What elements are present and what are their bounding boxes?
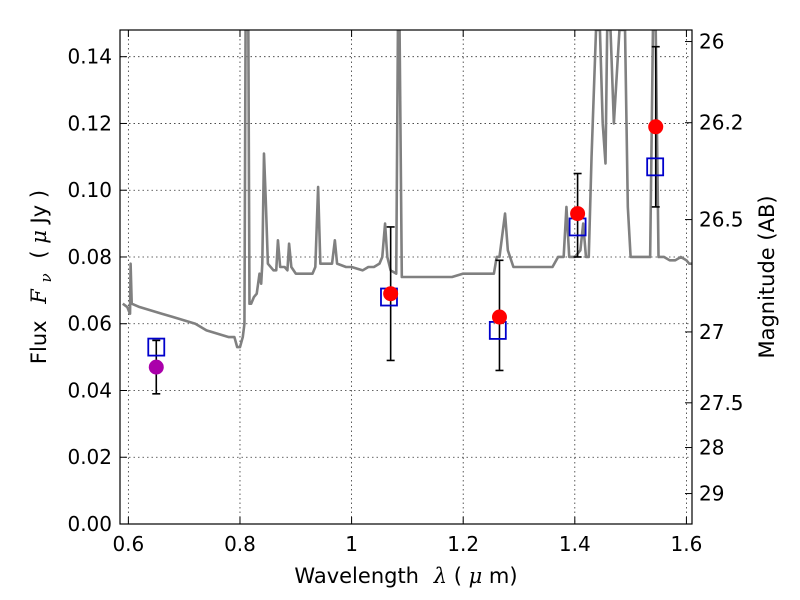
y-axis-title-unit-mu: μ bbox=[27, 230, 51, 244]
x-tick-label: 1.6 bbox=[671, 532, 703, 556]
x-tick-label: 1 bbox=[345, 532, 358, 556]
optical-point bbox=[148, 359, 164, 375]
y2-tick-label: 26.5 bbox=[699, 208, 744, 232]
observed-points-layer bbox=[148, 119, 664, 375]
y-tick-label: 0.06 bbox=[67, 312, 112, 336]
x-axis-title: Wavelength λ ( μ m) bbox=[294, 564, 517, 588]
y-tick-label: 0.04 bbox=[67, 378, 112, 402]
grid-lines bbox=[120, 30, 692, 524]
detection-point bbox=[648, 119, 664, 135]
x-axis-title-symbol: λ bbox=[433, 564, 447, 588]
model-point-square bbox=[147, 337, 166, 357]
plot-frame bbox=[119, 29, 693, 525]
x-axis-title-prefix: Wavelength bbox=[294, 564, 419, 588]
y-tick-label: 0.12 bbox=[67, 111, 112, 135]
y-tick-label: 0.14 bbox=[67, 45, 112, 69]
y-axis-title-unit-open: ( bbox=[27, 244, 51, 259]
x-axis-title-unit-open: ( bbox=[454, 564, 462, 588]
x-axis-title-unit-rest: m) bbox=[489, 564, 518, 588]
model-point-square bbox=[646, 157, 665, 177]
y-axis-title-prefix: Flux bbox=[27, 320, 51, 364]
y-tick-labels: 0.00 0.02 0.04 0.06 0.08 0.10 0.12 0.14 bbox=[67, 45, 112, 536]
y-axis-title-symbol: F bbox=[27, 288, 51, 305]
x-tick-label: 0.6 bbox=[112, 532, 144, 556]
y2-tick-label: 26.2 bbox=[699, 111, 744, 135]
y-tick-label: 0.00 bbox=[67, 512, 112, 536]
y2-tick-labels: 26 26.2 26.5 27 27.5 28 29 bbox=[699, 30, 744, 506]
axis-ticks bbox=[120, 30, 692, 525]
y2-axis-title: Magnitude (AB) bbox=[755, 195, 779, 358]
y-tick-label: 0.02 bbox=[67, 445, 112, 469]
x-axis-title-unit-mu: μ bbox=[469, 564, 483, 588]
y2-tick-label: 27 bbox=[699, 320, 724, 344]
x-tick-label: 0.8 bbox=[224, 532, 256, 556]
y-axis-title: Flux F ν ( μ Jy ) bbox=[27, 190, 56, 364]
template-spectrum-line bbox=[122, 30, 692, 349]
x-tick-label: 1.4 bbox=[559, 532, 591, 556]
y-axis-title-unit-rest: Jy ) bbox=[27, 190, 51, 226]
y2-tick-label: 28 bbox=[699, 436, 724, 460]
y-tick-label: 0.08 bbox=[67, 245, 112, 269]
template-spectrum-layer bbox=[122, 30, 692, 349]
y2-tick-label: 27.5 bbox=[699, 391, 744, 415]
x-tick-labels: 0.6 0.8 1 1.2 1.4 1.6 bbox=[112, 532, 702, 556]
detection-point bbox=[383, 286, 399, 302]
y-tick-label: 0.10 bbox=[67, 178, 112, 202]
x-tick-label: 1.2 bbox=[447, 532, 479, 556]
y2-tick-label: 26 bbox=[699, 30, 724, 54]
detection-point bbox=[491, 309, 507, 325]
y-axis-title-subscript: ν bbox=[37, 273, 55, 282]
detection-point bbox=[570, 206, 586, 222]
y2-tick-label: 29 bbox=[699, 482, 724, 506]
